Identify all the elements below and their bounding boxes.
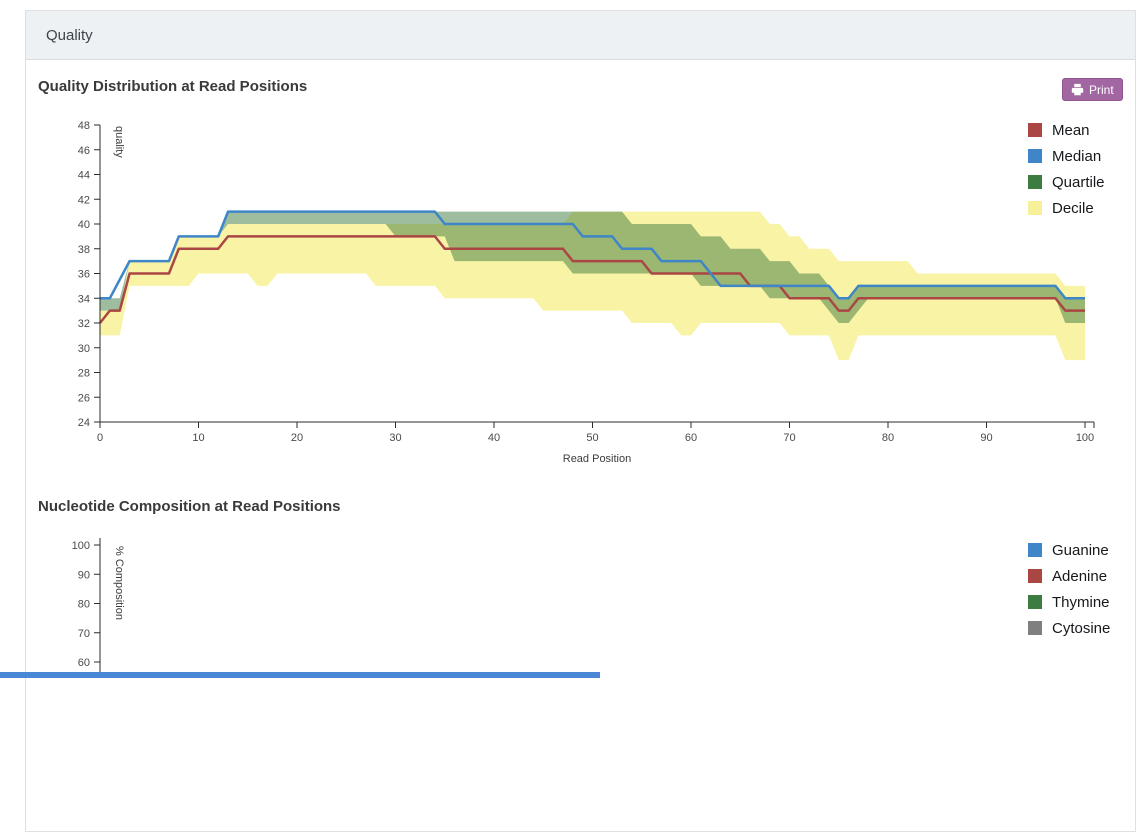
quality-legend-item-quartile: Quartile — [1028, 169, 1105, 195]
svg-text:46: 46 — [78, 145, 90, 157]
quality-legend-item-decile: Decile — [1028, 195, 1105, 221]
svg-text:34: 34 — [78, 293, 90, 305]
print-button[interactable]: Print — [1062, 78, 1123, 101]
svg-text:90: 90 — [78, 569, 90, 581]
quality-legend-swatch-median — [1028, 149, 1042, 163]
composition-legend-item-thymine: Thymine — [1028, 589, 1110, 615]
composition-legend-swatch-cytosine — [1028, 621, 1042, 635]
svg-text:80: 80 — [78, 599, 90, 611]
svg-text:40: 40 — [78, 219, 90, 231]
composition-legend-label-thymine: Thymine — [1052, 593, 1110, 611]
composition-legend-swatch-adenine — [1028, 569, 1042, 583]
composition-legend-item-guanine: Guanine — [1028, 537, 1110, 563]
quality-legend-label-mean: Mean — [1052, 121, 1090, 139]
quality-legend-item-median: Median — [1028, 143, 1105, 169]
quality-legend-label-decile: Decile — [1052, 199, 1094, 217]
svg-text:48: 48 — [78, 120, 90, 132]
band-quartile — [100, 211, 1085, 323]
print-button-label: Print — [1089, 82, 1114, 97]
svg-text:32: 32 — [78, 318, 90, 330]
composition-chart-tick-labels: 100 90 80 70 60 — [72, 540, 90, 669]
svg-text:44: 44 — [78, 170, 90, 182]
section-title-quality-distribution: Quality Distribution at Read Positions — [38, 78, 308, 95]
svg-text:28: 28 — [78, 368, 90, 380]
quality-chart-axes — [94, 124, 1095, 428]
composition-legend-label-cytosine: Cytosine — [1052, 619, 1111, 637]
svg-text:30: 30 — [78, 343, 90, 355]
panel-header-quality[interactable]: Quality — [26, 11, 1135, 60]
svg-text:60: 60 — [78, 657, 90, 669]
svg-text:80: 80 — [882, 432, 894, 444]
line-mean — [99, 235, 1085, 324]
quality-chart-plot — [99, 210, 1085, 361]
quality-legend-item-mean: Mean — [1028, 117, 1105, 143]
quality-chart-xlabel: Read Position — [563, 453, 632, 465]
quality-legend-label-median: Median — [1052, 147, 1102, 165]
composition-legend-item-adenine: Adenine — [1028, 563, 1110, 589]
composition-legend-label-adenine: Adenine — [1052, 567, 1108, 585]
print-icon — [1071, 83, 1084, 96]
svg-text:30: 30 — [389, 432, 401, 444]
composition-chart-axes — [94, 538, 101, 678]
svg-text:40: 40 — [488, 432, 500, 444]
section-title-nucleotide-composition: Nucleotide Composition at Read Positions — [38, 498, 341, 515]
quality-legend-swatch-mean — [1028, 123, 1042, 137]
svg-text:70: 70 — [78, 628, 90, 640]
quality-legend-label-quartile: Quartile — [1052, 173, 1105, 191]
svg-text:50: 50 — [586, 432, 598, 444]
svg-text:90: 90 — [980, 432, 992, 444]
quality-chart-ylabel: quality — [113, 126, 125, 158]
quality-legend-swatch-quartile — [1028, 175, 1042, 189]
svg-text:0: 0 — [97, 432, 103, 444]
quality-chart-tick-labels: 24 26 28 30 32 34 36 38 40 42 44 46 48 0 10 20 30 40 50 60 7… — [78, 120, 1094, 444]
line-median — [100, 210, 1085, 300]
svg-text:60: 60 — [685, 432, 697, 444]
composition-chart-legend: Guanine Adenine Thymine Cytosine — [1028, 537, 1110, 641]
svg-text:70: 70 — [783, 432, 795, 444]
bottom-blue-bar — [0, 672, 600, 678]
composition-chart-ylabel: % Composition — [113, 546, 125, 620]
svg-text:10: 10 — [192, 432, 204, 444]
composition-legend-swatch-guanine — [1028, 543, 1042, 557]
svg-text:20: 20 — [291, 432, 303, 444]
panel-header-title: Quality — [46, 26, 93, 44]
quality-legend-swatch-decile — [1028, 201, 1042, 215]
svg-text:26: 26 — [78, 392, 90, 404]
svg-text:42: 42 — [78, 194, 90, 206]
quality-chart-legend: Mean Median Quartile Decile — [1028, 117, 1105, 221]
charts-canvas: 24 26 28 30 32 34 36 38 40 42 44 46 48 0 10 20 30 40 50 60 7… — [72, 120, 1095, 678]
svg-text:24: 24 — [78, 417, 90, 429]
svg-text:100: 100 — [1076, 432, 1094, 444]
svg-text:100: 100 — [72, 540, 90, 552]
composition-legend-item-cytosine: Cytosine — [1028, 615, 1110, 641]
svg-text:36: 36 — [78, 269, 90, 281]
composition-legend-label-guanine: Guanine — [1052, 541, 1109, 559]
composition-legend-swatch-thymine — [1028, 595, 1042, 609]
svg-text:38: 38 — [78, 244, 90, 256]
